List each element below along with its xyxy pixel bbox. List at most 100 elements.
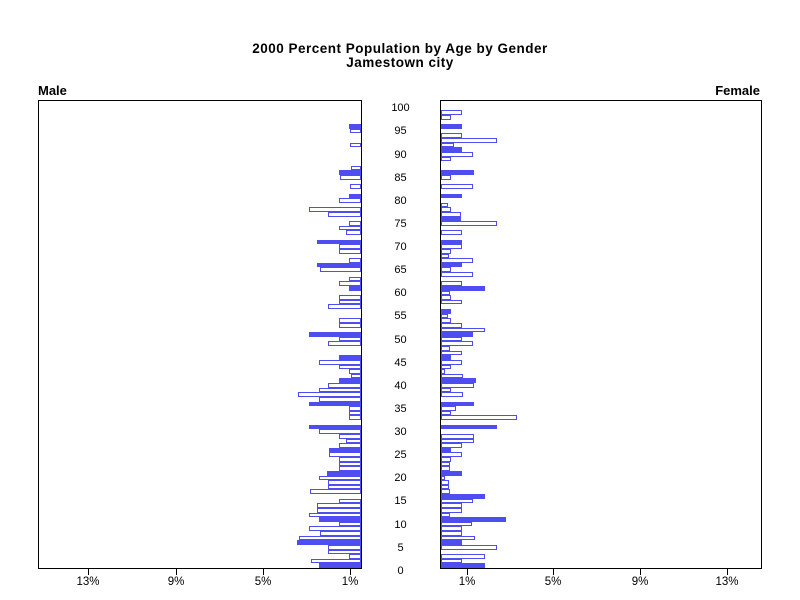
bar-female-age-65: [441, 262, 462, 268]
bar-female-age-68: [441, 248, 451, 254]
bar-male-age-43: [339, 364, 361, 370]
bar-male-age-9: [339, 521, 361, 527]
bar-female-age-97: [441, 114, 451, 120]
bar-male-age-95: [349, 124, 361, 129]
bar-female-age-14: [441, 498, 473, 504]
bar-male-age-14: [339, 498, 361, 504]
bar-male-age-34: [349, 406, 361, 411]
bar-male-age-82: [350, 184, 361, 189]
bar-male-age-29: [318, 429, 361, 434]
bar-female-age-95: [441, 124, 462, 129]
x-tick-female-1: [553, 569, 554, 575]
bar-male-age-26: [339, 443, 361, 448]
age-tick-label-25: 25: [394, 449, 407, 462]
x-tick-label-male-3: 1%: [341, 576, 359, 588]
bar-male-age-4: [328, 544, 361, 550]
x-tick-label-male-1: 9%: [167, 576, 185, 588]
bar-female-age-22: [441, 461, 450, 467]
female-bars-panel: [440, 100, 762, 569]
bar-female-age-69: [441, 244, 462, 249]
bar-male-age-91: [350, 142, 361, 148]
age-tick-label-45: 45: [394, 356, 407, 369]
bar-female-age-55: [441, 309, 451, 314]
bar-female-age-0: [441, 563, 485, 568]
bar-male-age-49: [339, 336, 361, 342]
bar-female-age-91: [441, 142, 455, 148]
age-tick-label-40: 40: [394, 379, 407, 392]
bar-female-age-27: [441, 438, 474, 444]
bar-male-age-53: [339, 318, 361, 323]
bar-female-age-8: [441, 526, 462, 532]
age-tick-label-100: 100: [391, 102, 410, 115]
age-tick-label-55: 55: [394, 310, 407, 323]
bar-female-age-34: [441, 406, 457, 411]
bar-male-age-45: [339, 355, 361, 360]
bar-female-age-24: [441, 452, 462, 458]
age-tick-label-5: 5: [397, 541, 404, 554]
bar-female-age-50: [441, 332, 473, 337]
bar-male-age-5: [296, 540, 361, 545]
bar-male-age-24: [329, 452, 361, 458]
bar-male-age-0: [318, 563, 361, 568]
bar-female-age-54: [441, 313, 448, 319]
age-tick-label-35: 35: [394, 402, 407, 415]
bar-male-age-33: [349, 410, 361, 416]
bar-female-age-15: [441, 494, 485, 499]
bar-male-age-19: [318, 475, 361, 481]
bar-female-age-19: [441, 475, 446, 481]
bar-female-age-64: [441, 267, 451, 273]
bar-male-age-21: [339, 466, 361, 471]
bar-male-age-68: [339, 248, 361, 254]
bar-female-age-16: [441, 489, 450, 495]
age-tick-label-10: 10: [394, 518, 407, 531]
bar-female-age-77: [441, 207, 451, 212]
bar-female-age-43: [441, 364, 451, 370]
bar-female-age-49: [441, 336, 462, 342]
age-tick-label-15: 15: [394, 495, 407, 508]
age-tick-label-95: 95: [394, 125, 407, 138]
bar-female-age-45: [441, 355, 451, 360]
x-tick-female-0: [467, 569, 468, 575]
bar-male-age-57: [339, 299, 361, 305]
bar-female-age-90: [441, 147, 462, 152]
bar-female-age-85: [441, 170, 474, 175]
bar-male-age-74: [349, 221, 361, 226]
age-tick-label-75: 75: [394, 217, 407, 230]
bar-female-age-42: [441, 369, 446, 374]
bar-male-age-42: [349, 369, 361, 374]
age-tick-label-65: 65: [394, 264, 407, 277]
bar-female-age-38: [441, 387, 451, 393]
bar-female-age-60: [441, 285, 485, 291]
bar-female-age-58: [441, 295, 451, 300]
bar-male-age-66: [349, 258, 361, 263]
x-tick-label-female-1: 5%: [544, 576, 562, 588]
bar-male-age-13: [317, 503, 361, 508]
bar-female-age-63: [441, 272, 473, 277]
bar-male-age-44: [318, 359, 361, 365]
bar-male-age-86: [351, 165, 361, 171]
bar-male-age-39: [328, 383, 361, 388]
bar-female-age-48: [441, 341, 473, 347]
x-tick-female-2: [640, 569, 641, 575]
bar-female-age-82: [441, 184, 473, 189]
bar-female-age-25: [441, 447, 451, 453]
bar-male-age-32: [349, 415, 361, 421]
x-tick-male-1: [176, 569, 177, 575]
bar-male-age-65: [317, 262, 361, 268]
bar-female-age-13: [441, 503, 462, 508]
bar-female-age-30: [441, 424, 497, 430]
bar-female-age-10: [441, 517, 507, 522]
bar-female-age-57: [441, 299, 462, 305]
bar-female-age-5: [441, 540, 462, 545]
bar-male-age-84: [340, 175, 361, 180]
bar-male-age-11: [308, 512, 361, 518]
bar-male-age-28: [339, 433, 361, 439]
bar-male-age-12: [317, 507, 361, 513]
bar-male-age-73: [339, 225, 361, 231]
bar-female-age-76: [441, 211, 461, 217]
age-tick-label-0: 0: [397, 564, 404, 577]
bar-female-age-44: [441, 359, 462, 365]
bar-female-age-35: [441, 401, 474, 407]
bar-male-age-3: [328, 549, 361, 555]
